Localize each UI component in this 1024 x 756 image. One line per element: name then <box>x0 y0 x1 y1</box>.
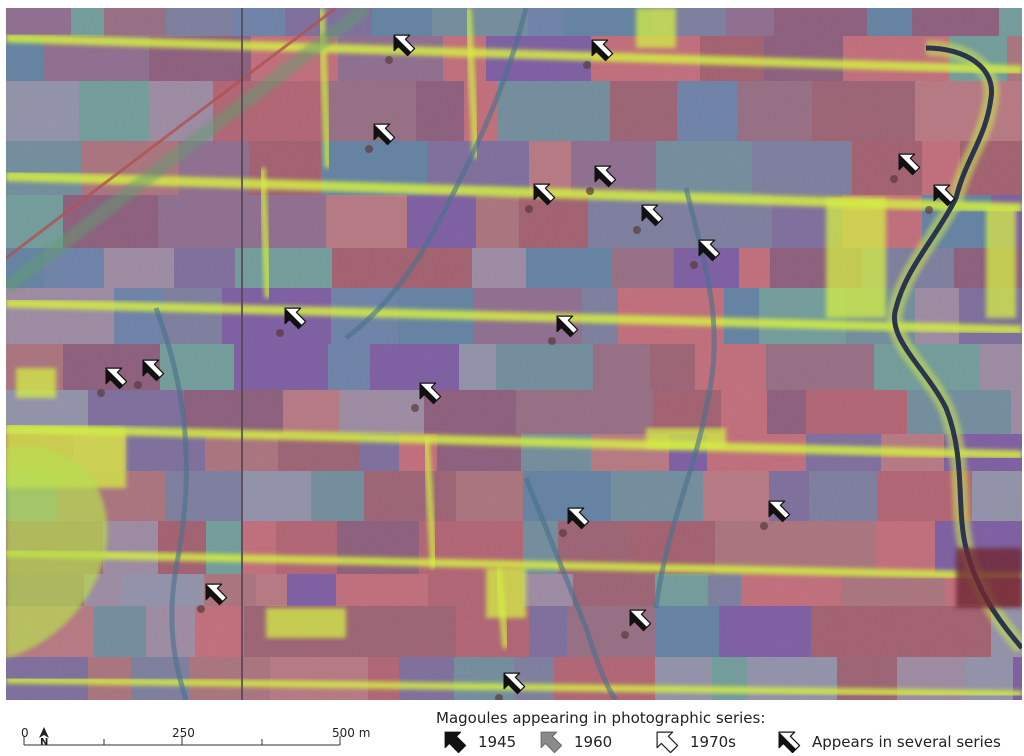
arrow-white-icon <box>656 731 679 753</box>
magoule-site <box>925 206 933 214</box>
map-canvas <box>6 8 1022 700</box>
map-legend-area: 0 250 500 m N Magoules appearing in phot… <box>0 700 1024 756</box>
north-arrow-icon <box>39 727 49 738</box>
north-label: N <box>40 737 49 748</box>
magoule-marker-1945 <box>419 382 442 405</box>
magoule-site <box>583 61 591 69</box>
magoule-site <box>586 187 594 195</box>
magoule-site <box>495 694 503 700</box>
magoule-site <box>621 631 629 639</box>
arrow-split-icon <box>778 731 801 753</box>
scale-label-250: 250 <box>172 726 195 740</box>
north-arrow: N <box>36 726 52 754</box>
magoule-site <box>276 329 284 337</box>
magoule-marker-1945 <box>373 123 396 146</box>
magoule-site <box>97 389 105 397</box>
magoule-marker-1970s <box>393 34 416 57</box>
magoule-marker-1960 <box>533 183 556 206</box>
legend-item-1960: 1960 <box>536 731 612 753</box>
arrow-grey-icon <box>540 731 563 753</box>
legend-item-several-series: Appears in several series <box>774 731 1001 753</box>
legend-item-1945: 1945 <box>440 731 516 753</box>
magoule-site <box>197 605 205 613</box>
legend-label-several-series: Appears in several series <box>812 733 1001 751</box>
legend-title: Magoules appearing in photographic serie… <box>436 709 766 727</box>
magoule-site <box>633 226 641 234</box>
magoule-marker-several <box>768 500 791 523</box>
legend-item-1970s: 1970s <box>652 731 736 753</box>
magoule-marker-several <box>898 153 921 176</box>
scale-label-0: 0 <box>21 726 29 740</box>
magoule-marker-1970s <box>284 307 307 330</box>
magoule-marker-1945 <box>567 507 590 530</box>
arrow-black-icon <box>444 731 467 753</box>
magoule-marker-1945 <box>142 359 165 382</box>
magoule-marker-1945 <box>556 315 579 338</box>
magoule-site <box>890 175 898 183</box>
magoule-marker-several <box>594 165 617 188</box>
magoule-marker-1945 <box>105 367 128 390</box>
magoule-site <box>690 261 698 269</box>
magoule-marker-1945 <box>641 204 664 227</box>
magoule-site <box>525 205 533 213</box>
magoule-site <box>760 522 768 530</box>
legend-label-1945: 1945 <box>478 733 517 751</box>
magoule-marker-several <box>629 609 652 632</box>
magoule-marker-1945 <box>205 583 228 606</box>
legend-label-1970s: 1970s <box>690 733 736 751</box>
scale-bar <box>23 736 341 746</box>
magoule-site <box>411 404 419 412</box>
scale-label-500: 500 m <box>332 726 371 740</box>
legend-label-1960: 1960 <box>574 733 613 751</box>
magoule-site <box>385 56 393 64</box>
magoule-site <box>134 381 142 389</box>
aerial-map <box>6 8 1022 700</box>
magoule-markers <box>97 34 956 700</box>
magoule-site <box>548 337 556 345</box>
magoule-site <box>365 145 373 153</box>
magoule-site <box>559 529 567 537</box>
magoule-marker-1960 <box>933 184 956 207</box>
magoule-marker-1970s <box>698 239 721 262</box>
magoule-marker-1945 <box>591 39 614 62</box>
magoule-marker-several <box>503 672 526 695</box>
